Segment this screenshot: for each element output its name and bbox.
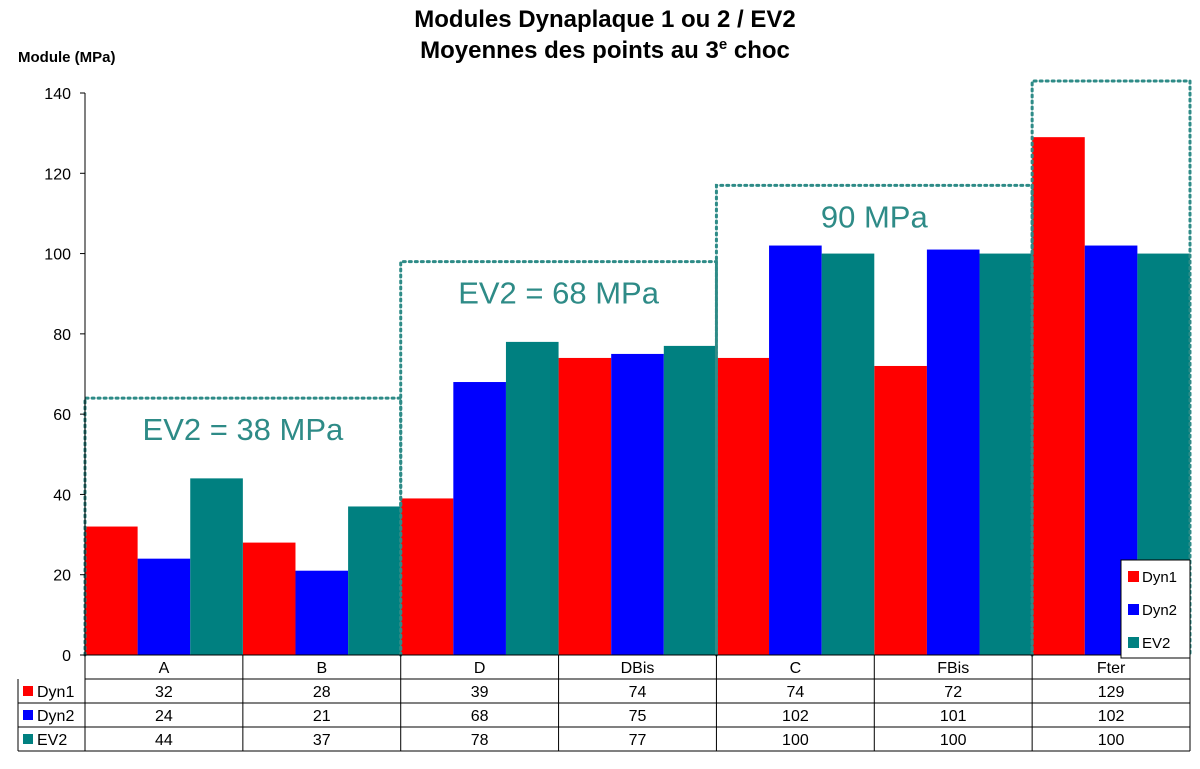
bar-ev2-c bbox=[821, 253, 875, 655]
legend-label-dyn1: Dyn1 bbox=[1142, 569, 1177, 586]
y-axis-label: Module (MPa) bbox=[18, 49, 116, 66]
chart-title-line2: Moyennes des points au 3e choc bbox=[420, 36, 790, 64]
y-tick-label: 60 bbox=[53, 407, 71, 424]
y-tick-label: 0 bbox=[62, 648, 71, 665]
bar-ev2-dbis bbox=[663, 345, 717, 655]
bar-ev2-a bbox=[190, 478, 243, 655]
legend-key-ev2 bbox=[1128, 637, 1139, 648]
table-cell: 102 bbox=[1098, 708, 1125, 725]
table-cell: 21 bbox=[313, 708, 331, 725]
legend-key-dyn1 bbox=[1128, 571, 1139, 582]
axes-group: 0 20 40 60 80 100 120 140 bbox=[44, 86, 86, 665]
table-cell: 77 bbox=[629, 732, 647, 749]
bar-dyn1-d bbox=[400, 498, 454, 655]
annotations-group: EV2 = 38 MPa EV2 = 68 MPa 90 MPa bbox=[83, 79, 1192, 657]
category-label-b: B bbox=[316, 660, 327, 677]
chart-title-line2-end: choc bbox=[727, 37, 790, 64]
legend: Dyn1 Dyn2 EV2 bbox=[1120, 559, 1191, 659]
bar-dyn2-d bbox=[453, 382, 506, 655]
bar-dyn2-c bbox=[769, 245, 822, 656]
table-cell: 100 bbox=[940, 732, 967, 749]
chart-title-line2-main: Moyennes des points au 3 bbox=[420, 37, 719, 64]
annotation-label-1: EV2 = 38 MPa bbox=[143, 412, 345, 447]
category-label-dbis: DBis bbox=[621, 660, 655, 677]
legend-key-dyn2 bbox=[1128, 604, 1139, 615]
chart-title-line1: Modules Dynaplaque 1 ou 2 / EV2 bbox=[414, 6, 795, 33]
bar-dyn1-a bbox=[85, 526, 138, 655]
table-legend-key-dyn2 bbox=[23, 710, 33, 720]
table-cell: 100 bbox=[1098, 732, 1125, 749]
bar-dyn1-fter bbox=[1032, 137, 1085, 655]
annotation-label-3: 90 MPa bbox=[821, 199, 929, 234]
table-cell: 101 bbox=[940, 708, 967, 725]
bar-dyn1-b bbox=[242, 542, 296, 655]
y-tick-label: 100 bbox=[44, 247, 71, 264]
table-cell: 74 bbox=[787, 684, 805, 701]
table-cell: 39 bbox=[471, 684, 489, 701]
category-label-d: D bbox=[474, 660, 486, 677]
table-cell: 37 bbox=[313, 732, 331, 749]
bar-dyn1-dbis bbox=[558, 357, 612, 655]
bar-dyn2-fbis bbox=[926, 249, 980, 655]
table-cell: 28 bbox=[313, 684, 331, 701]
y-tick-label: 80 bbox=[53, 327, 71, 344]
table-cell: 100 bbox=[782, 732, 809, 749]
bar-ev2-d bbox=[505, 341, 559, 655]
table-row-label-dyn1: Dyn1 bbox=[37, 684, 74, 701]
table-cell: 24 bbox=[155, 708, 173, 725]
y-tick-label: 20 bbox=[53, 568, 71, 585]
table-cell: 102 bbox=[782, 708, 809, 725]
table-row-label-dyn2: Dyn2 bbox=[37, 708, 74, 725]
legend-label-ev2: EV2 bbox=[1142, 635, 1170, 652]
table-cell: 78 bbox=[471, 732, 489, 749]
annotation-box-4 bbox=[1030, 79, 1192, 657]
table-cell: 32 bbox=[155, 684, 173, 701]
y-tick-label: 140 bbox=[44, 86, 71, 103]
bar-dyn2-dbis bbox=[611, 353, 664, 655]
chart-title-line2-superscript: e bbox=[719, 36, 727, 53]
table-cell: 44 bbox=[155, 732, 173, 749]
data-table: A B D DBis C FBis Fter Dyn1 32 28 39 74 74 72 129 Dyn2 2… bbox=[17, 654, 1191, 752]
category-label-c: C bbox=[790, 660, 802, 677]
table-cell: 129 bbox=[1098, 684, 1125, 701]
bar-dyn2-a bbox=[137, 558, 191, 655]
category-label-fbis: FBis bbox=[937, 660, 969, 677]
category-label-fter: Fter bbox=[1097, 660, 1126, 677]
table-cell: 74 bbox=[629, 684, 647, 701]
bar-ev2-fbis bbox=[979, 253, 1033, 655]
bar-dyn1-fbis bbox=[874, 365, 927, 655]
table-legend-key-dyn1 bbox=[23, 686, 33, 696]
table-cell: 75 bbox=[629, 708, 647, 725]
y-tick-label: 120 bbox=[44, 166, 71, 183]
table-legend-key-ev2 bbox=[23, 734, 33, 744]
bar-dyn1-c bbox=[716, 357, 770, 655]
table-cell: 72 bbox=[944, 684, 962, 701]
table-cell: 68 bbox=[471, 708, 489, 725]
table-row-label-ev2: EV2 bbox=[37, 732, 67, 749]
legend-label-dyn2: Dyn2 bbox=[1142, 602, 1177, 619]
bar-ev2-b bbox=[348, 506, 401, 655]
category-label-a: A bbox=[159, 660, 170, 677]
y-tick-label: 40 bbox=[53, 487, 71, 504]
bar-dyn2-b bbox=[295, 570, 349, 655]
annotation-label-2: EV2 = 68 MPa bbox=[458, 276, 660, 311]
